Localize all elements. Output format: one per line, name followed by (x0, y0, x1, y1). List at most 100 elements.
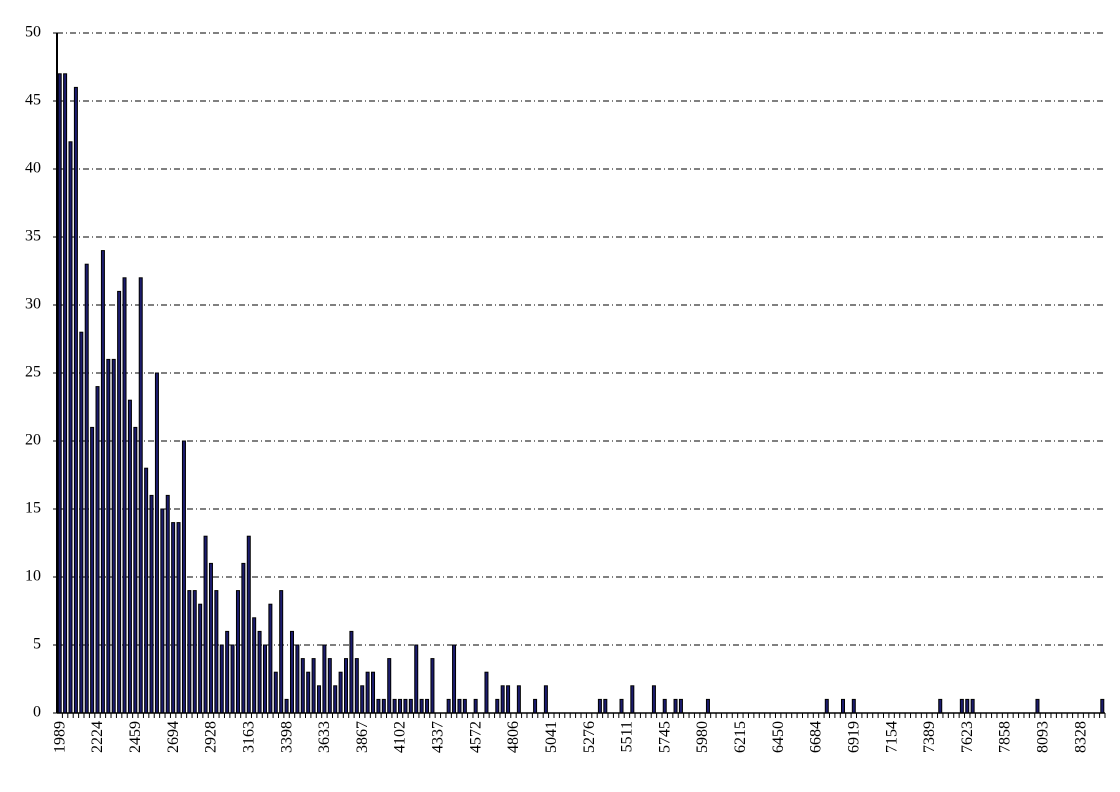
bar (360, 685, 365, 714)
bar (322, 644, 327, 714)
bar (938, 698, 943, 714)
x-tick-label: 2224 (89, 721, 106, 753)
bar (203, 535, 208, 714)
y-tick-label: 20 (25, 432, 41, 449)
bar (365, 671, 370, 714)
x-tick-label: 4806 (505, 721, 522, 753)
bar (452, 644, 457, 714)
y-tick-label: 45 (25, 92, 41, 109)
bar (149, 494, 154, 714)
bar (208, 562, 213, 714)
bar (176, 522, 181, 714)
y-tick-label: 30 (25, 296, 41, 313)
bar (446, 698, 451, 714)
bar (225, 630, 230, 714)
bar (392, 698, 397, 714)
bar (376, 698, 381, 714)
bar (241, 562, 246, 714)
bar (473, 698, 478, 714)
x-tick-label: 2694 (165, 721, 182, 753)
bar (705, 698, 710, 714)
bar (354, 658, 359, 714)
bar (495, 698, 500, 714)
y-tick-label: 50 (25, 24, 41, 41)
x-tick-label: 5041 (543, 721, 560, 753)
bar (262, 644, 267, 714)
bar (1100, 698, 1105, 714)
bar (398, 698, 403, 714)
bar (597, 698, 602, 714)
bar (84, 263, 89, 714)
x-tick-label: 7858 (997, 721, 1014, 753)
x-tick-label: 5276 (581, 721, 598, 753)
bar (268, 603, 273, 714)
bar (171, 522, 176, 714)
bar (403, 698, 408, 714)
bar (543, 685, 548, 714)
x-tick-label: 1989 (51, 721, 68, 753)
bar (673, 698, 678, 714)
bar (959, 698, 964, 714)
y-tick-label: 15 (25, 500, 41, 517)
bar (181, 440, 186, 714)
bar (300, 658, 305, 714)
bar (79, 331, 84, 714)
x-tick-label: 8093 (1035, 721, 1052, 753)
bar (965, 698, 970, 714)
bar (1035, 698, 1040, 714)
bar (484, 671, 489, 714)
bar (533, 698, 538, 714)
x-tick-label: 3163 (240, 721, 257, 753)
bar (516, 685, 521, 714)
bar (106, 358, 111, 714)
x-tick-label: 6215 (732, 721, 749, 753)
x-tick-label: 5980 (694, 721, 711, 753)
x-tick-label: 3867 (354, 721, 371, 753)
bar (430, 658, 435, 714)
bar (500, 685, 505, 714)
bar (414, 644, 419, 714)
bar (192, 590, 197, 714)
bar (246, 535, 251, 714)
bar (619, 698, 624, 714)
bar (408, 698, 413, 714)
x-tick-label: 5745 (656, 721, 673, 753)
bar (117, 290, 122, 714)
bar (100, 250, 105, 714)
y-tick-label: 35 (25, 228, 41, 245)
bar (651, 685, 656, 714)
bar (63, 73, 68, 714)
x-tick-label: 6450 (770, 721, 787, 753)
x-tick-label: 6919 (845, 721, 862, 753)
x-tick-label: 7389 (921, 721, 938, 753)
bar (419, 698, 424, 714)
y-tick-label: 0 (33, 704, 41, 721)
bar (111, 358, 116, 714)
bar (154, 372, 159, 714)
x-tick-label: 3398 (278, 721, 295, 753)
bar (457, 698, 462, 714)
bar (381, 698, 386, 714)
bar (387, 658, 392, 714)
x-tick-label: 7623 (959, 721, 976, 753)
bar (425, 698, 430, 714)
bar (349, 630, 354, 714)
bar (214, 590, 219, 714)
x-tick-label: 4572 (467, 721, 484, 753)
bar (371, 671, 376, 714)
bar (284, 698, 289, 714)
bar (257, 630, 262, 714)
x-tick-label: 5511 (619, 721, 636, 752)
bar (127, 399, 132, 714)
bar (122, 277, 127, 714)
x-tick-label: 4102 (392, 721, 409, 753)
bar (311, 658, 316, 714)
x-tick-label: 6684 (808, 721, 825, 753)
bar (160, 508, 165, 714)
y-tick-label: 5 (33, 636, 41, 653)
bar (603, 698, 608, 714)
bar (57, 73, 62, 714)
x-tick-label: 8328 (1072, 721, 1089, 753)
bar (279, 590, 284, 714)
